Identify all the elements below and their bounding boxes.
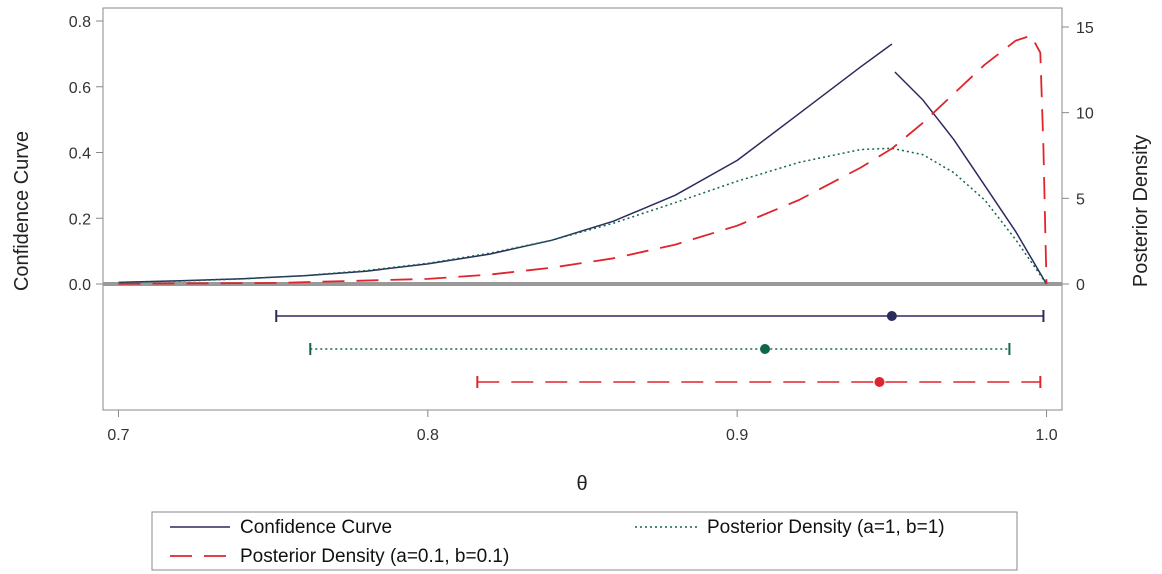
y-left-tick-label-4: 0.8 [69, 14, 91, 31]
y-axis-left-title: Confidence Curve [11, 131, 33, 291]
y-right-tick-label-0: 0 [1076, 277, 1085, 294]
legend-label-posterior-a01: Posterior Density (a=0.1, b=0.1) [240, 546, 509, 567]
interval-point-confidence-curve [886, 311, 897, 321]
plot-frame-group [102, 7, 1063, 411]
plot-frame [102, 7, 1063, 411]
legend-label-posterior-a1: Posterior Density (a=1, b=1) [707, 517, 945, 538]
legend-box [151, 511, 1018, 571]
series-group [118, 34, 1048, 285]
series-line-posterior-density-a-1-b-1 [118, 147, 1048, 285]
y-right-tick-label-1: 5 [1076, 191, 1085, 208]
x-tick-label-0: 0.7 [107, 427, 129, 444]
interval-point-posterior-density-a-1-b-1 [760, 344, 771, 354]
legend-label-confidence-curve: Confidence Curve [240, 517, 392, 538]
axes-group: 0.7 0.8 0.9 1.0 0.0 0.2 0.4 0.6 0.8 0 5 10 15 [69, 14, 1094, 444]
y-left-tick-label-0: 0.0 [69, 277, 91, 294]
y-left-tick-label-1: 0.2 [69, 211, 91, 228]
x-tick-label-2: 0.9 [726, 427, 748, 444]
interval-point-posterior-density-a-0-1-b-0-1 [874, 377, 885, 387]
x-tick-label-1: 0.8 [417, 427, 439, 444]
y-right-tick-label-3: 15 [1076, 20, 1094, 37]
legend: Confidence Curve Posterior Density (a=1,… [151, 511, 1018, 571]
intervals-group [275, 310, 1045, 388]
x-tick-label-3: 1.0 [1035, 427, 1057, 444]
x-axis-title: θ [576, 473, 587, 495]
y-axis-right-title: Posterior Density [1130, 135, 1152, 287]
y-left-tick-label-2: 0.4 [69, 146, 91, 163]
series-line-posterior-density-a-0-1-b-0-1 [118, 34, 1048, 285]
series-line-confidence-curve [118, 43, 1048, 285]
y-left-tick-label-3: 0.6 [69, 80, 91, 97]
y-right-tick-label-2: 10 [1076, 106, 1094, 123]
